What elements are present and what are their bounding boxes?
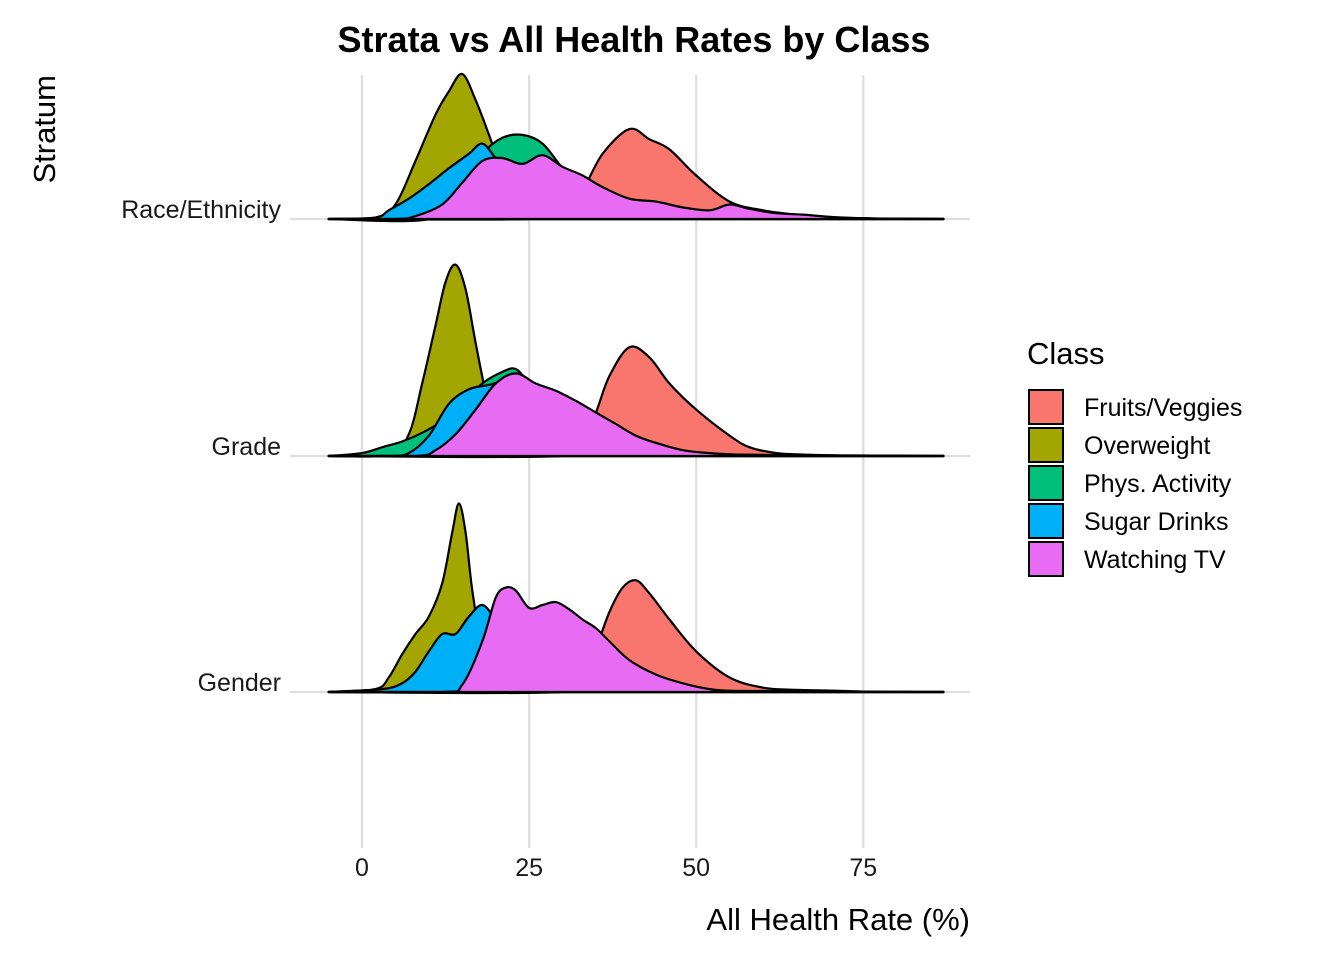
legend-label-phys-activity: Phys. Activity [1084,470,1232,498]
legend-label-fruits-veggies: Fruits/Veggies [1084,394,1242,422]
y-tick-label-gender: Gender [198,669,281,697]
ridge-group-grade [327,263,945,459]
ridge-race-ethnicity-watching-tv [327,154,945,221]
ridges-layer [327,72,945,695]
ridge-grade-watching-tv [327,372,945,458]
ridge-group-race-ethnicity [327,72,945,223]
x-tick-label: 75 [849,854,877,882]
y-tick-label-grade: Grade [212,433,281,461]
legend-label-sugar-drinks: Sugar Drinks [1084,508,1229,536]
legend-swatch-overweight [1028,427,1064,463]
ridge-group-gender [327,502,945,695]
legend-label-watching-tv: Watching TV [1084,546,1226,574]
ridge-gender-watching-tv [327,585,945,694]
x-tick-label: 25 [515,854,543,882]
legend-swatch-sugar-drinks [1028,503,1064,539]
legend: Class Fruits/Veggies Overweight Phys. Acti… [1027,336,1242,577]
y-axis-title: Stratum [27,75,62,184]
legend-swatch-watching-tv [1028,541,1064,577]
x-tick-label: 50 [682,854,710,882]
legend-title: Class [1027,336,1105,371]
y-tick-label-race-ethnicity: Race/Ethnicity [121,196,281,224]
legend-label-overweight: Overweight [1084,432,1210,460]
legend-swatch-fruits-veggies [1028,389,1064,425]
axis-layer: 0 25 50 75 Race/Ethnicity Grade Gender [121,196,877,882]
x-axis-title: All Health Rate (%) [706,902,970,937]
x-tick-label: 0 [355,854,369,882]
legend-swatch-phys-activity [1028,465,1064,501]
chart-title: Strata vs All Health Rates by Class [338,19,931,60]
